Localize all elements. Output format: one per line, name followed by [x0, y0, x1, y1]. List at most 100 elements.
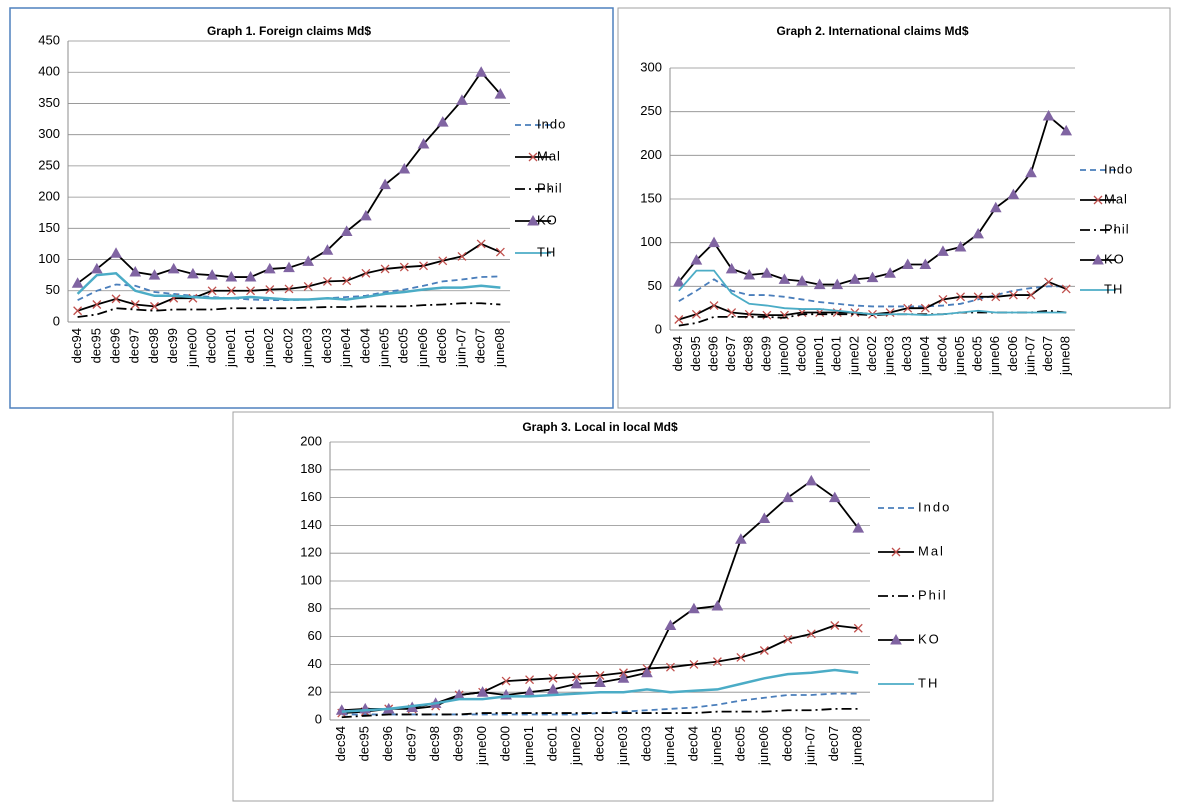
x-tick-label: june00 — [776, 336, 791, 376]
data-point — [265, 285, 275, 294]
data-point — [972, 227, 985, 239]
data-point — [73, 306, 83, 316]
data-point — [342, 276, 352, 286]
x-tick-label: dec04 — [934, 336, 949, 371]
data-point — [187, 267, 199, 279]
data-point — [1026, 290, 1036, 300]
x-tick-label: dec05 — [970, 336, 985, 371]
data-point — [1061, 284, 1071, 294]
data-point — [129, 266, 142, 277]
data-point — [246, 286, 256, 296]
y-tick-label: 40 — [308, 656, 322, 671]
series-line — [77, 70, 502, 285]
legend-label: Indo — [1104, 161, 1133, 176]
x-tick-label: dec95 — [688, 336, 703, 371]
x-tick-label: dec95 — [88, 328, 103, 363]
x-tick-label: juin-07 — [803, 726, 818, 766]
data-point — [691, 309, 701, 319]
data-point — [919, 258, 932, 269]
legend-label: TH — [1104, 281, 1123, 296]
y-tick-label: 200 — [640, 147, 662, 162]
data-point — [283, 261, 295, 273]
data-point — [727, 308, 737, 317]
data-point — [813, 278, 826, 290]
x-tick-label: dec96 — [107, 328, 122, 363]
x-tick-label: dec94 — [670, 336, 685, 371]
data-point — [725, 262, 738, 274]
data-point — [263, 262, 276, 274]
data-point — [1025, 166, 1037, 178]
x-tick-label: dec00 — [204, 328, 219, 363]
data-point — [641, 666, 653, 678]
data-point — [853, 623, 863, 633]
data-point — [148, 269, 161, 280]
x-tick-label: june06 — [415, 328, 430, 368]
legend-label: Mal — [918, 543, 945, 558]
legend-label: Phil — [1104, 221, 1130, 236]
chart-title: Graph 2. International claims Md$ — [776, 24, 968, 38]
x-tick-label: dec03 — [319, 328, 334, 363]
x-tick-label: dec07 — [473, 328, 488, 363]
legend-marker — [1092, 253, 1104, 265]
x-tick-label: dec07 — [1040, 336, 1055, 371]
legend-marker — [527, 214, 539, 226]
data-point — [572, 672, 581, 682]
x-tick-label: dec03 — [638, 726, 653, 761]
data-point — [711, 599, 724, 611]
data-point — [760, 267, 773, 278]
y-tick-label: 100 — [300, 572, 322, 587]
data-point — [570, 677, 583, 689]
y-tick-label: 350 — [38, 95, 60, 110]
x-tick-label: june04 — [662, 726, 677, 766]
data-point — [989, 201, 1002, 213]
x-tick-label: june04 — [338, 328, 353, 368]
y-tick-label: 200 — [300, 433, 322, 448]
data-point — [380, 264, 390, 274]
data-point — [828, 491, 841, 503]
data-point — [438, 256, 448, 266]
data-point — [885, 308, 895, 317]
data-point — [712, 657, 722, 667]
data-point — [322, 276, 332, 286]
x-tick-label: june00 — [474, 726, 489, 766]
chart-frame — [9, 7, 614, 409]
data-point — [284, 284, 294, 294]
y-tick-label: 300 — [38, 126, 60, 141]
data-point — [525, 675, 535, 685]
data-point — [244, 271, 257, 282]
series-line — [341, 707, 859, 719]
x-tick-label: june03 — [615, 726, 630, 766]
data-point — [938, 294, 948, 304]
data-point — [456, 94, 468, 105]
x-tick-label: dec94 — [333, 726, 348, 761]
y-tick-label: 140 — [300, 517, 322, 532]
x-tick-label: dec96 — [380, 726, 395, 761]
x-tick-label: dec96 — [705, 336, 720, 371]
data-point — [674, 315, 684, 324]
data-point — [973, 292, 983, 302]
x-tick-label: dec01 — [242, 328, 257, 363]
legend-label: Indo — [918, 499, 951, 514]
legend-label: TH — [537, 244, 556, 259]
y-tick-label: 160 — [300, 489, 322, 504]
data-point — [665, 662, 675, 672]
data-point — [688, 602, 700, 614]
data-point — [617, 672, 630, 683]
y-tick-label: 80 — [308, 600, 322, 615]
y-tick-label: 180 — [300, 461, 322, 476]
chart-frame — [232, 411, 994, 802]
data-point — [207, 286, 217, 296]
data-point — [457, 251, 467, 261]
data-point — [672, 275, 685, 287]
y-tick-label: 50 — [46, 282, 60, 297]
x-tick-label: june01 — [521, 726, 536, 766]
x-tick-label: june08 — [850, 726, 865, 766]
data-point — [831, 278, 844, 290]
data-point — [398, 162, 411, 174]
x-tick-label: dec03 — [899, 336, 914, 371]
x-tick-label: dec04 — [685, 726, 700, 761]
data-point — [849, 273, 861, 284]
x-tick-label: dec01 — [829, 336, 844, 371]
x-tick-label: dec05 — [732, 726, 747, 761]
legend-label: Phil — [918, 587, 948, 602]
